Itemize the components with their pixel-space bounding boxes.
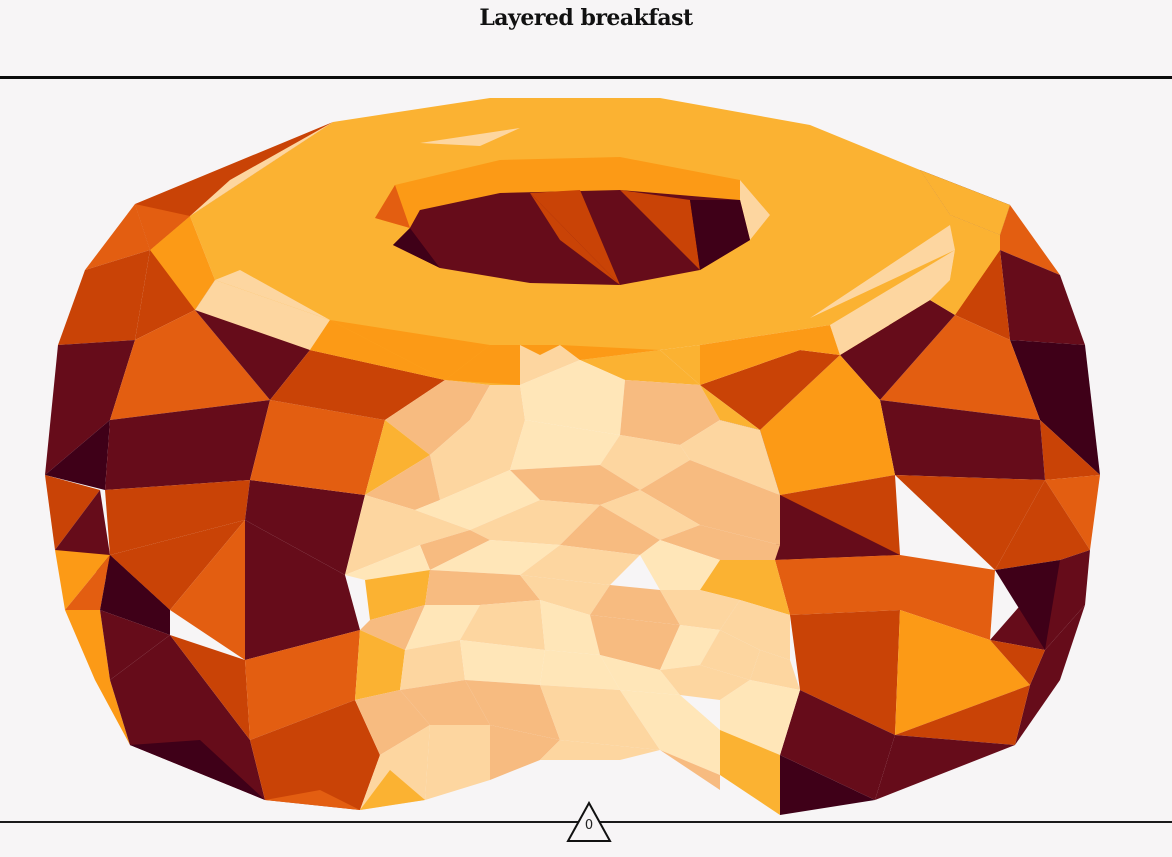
triangle-icon [566, 801, 612, 842]
page-title: Layered breakfast [479, 5, 693, 31]
donut-bite-crumb [345, 345, 800, 815]
low-poly-donut-icon[interactable] [0, 79, 1172, 822]
header: Layered breakfast [0, 0, 1172, 76]
game-canvas[interactable] [0, 79, 1172, 822]
donut-hole [393, 190, 750, 285]
score-value: 0 [584, 818, 594, 833]
top-divider [0, 76, 1172, 79]
score-counter: 0 [566, 801, 612, 843]
